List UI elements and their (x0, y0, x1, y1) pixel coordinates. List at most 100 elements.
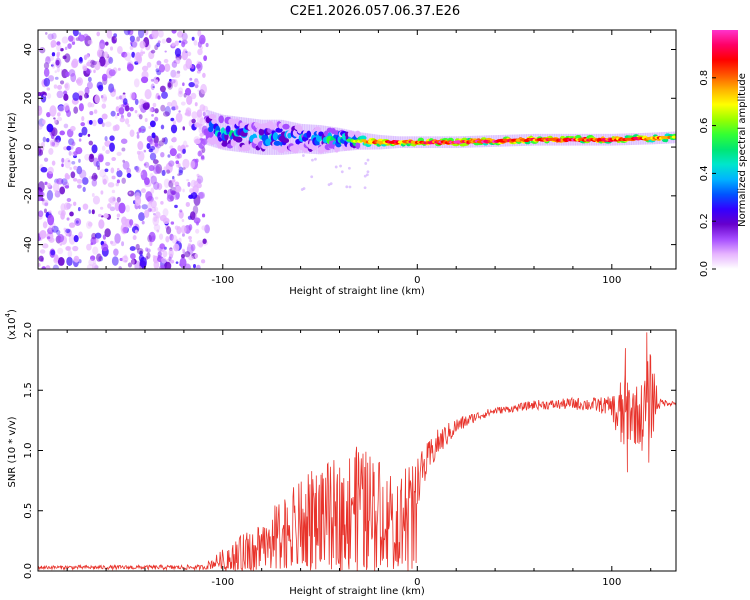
noise-cell (79, 169, 87, 179)
noise-cell (92, 195, 101, 205)
noise-cell (141, 65, 149, 72)
noise-cell (51, 225, 59, 233)
spectrogram-y-tick-label: 0 (23, 144, 34, 150)
noise-cell (196, 175, 204, 184)
noise-cell (202, 238, 207, 245)
noise-cell (88, 258, 95, 267)
noise-cell (71, 41, 76, 45)
noise-cell (156, 42, 161, 48)
noise-cell (123, 98, 128, 105)
noise-cell (160, 151, 165, 158)
noise-cell (118, 107, 125, 115)
noise-cell (148, 125, 152, 129)
noise-cell (150, 200, 157, 209)
noise-cell (96, 31, 101, 37)
noise-cell (109, 142, 115, 152)
noise-cell (138, 127, 142, 133)
noise-cell (38, 106, 43, 116)
noise-cell (170, 124, 178, 134)
noise-cell (167, 82, 172, 88)
noise-cell (170, 69, 177, 78)
noise-cell (132, 235, 137, 241)
noise-cell (65, 246, 71, 251)
noise-cell (115, 106, 120, 113)
snr-y-tick-label: 1.5 (23, 382, 34, 398)
noise-cell (45, 56, 50, 62)
snr-panel: -100 0 100 0.0 0.5 1.0 1.5 2.0 Height of strai… (4, 309, 677, 597)
noise-cell (110, 167, 115, 174)
ridge-scatter (301, 154, 305, 157)
noise-cell (188, 224, 193, 231)
noise-cell (48, 147, 54, 155)
noise-cell (43, 157, 49, 162)
noise-cell (133, 52, 141, 64)
noise-cell (167, 154, 171, 158)
noise-cell (169, 148, 177, 157)
noise-cell (175, 105, 179, 110)
noise-cell (104, 168, 109, 173)
noise-cell (42, 243, 49, 249)
noise-cell (136, 36, 140, 42)
frequency-ridge (203, 109, 676, 191)
noise-cell (166, 37, 172, 44)
noise-cell (109, 46, 114, 51)
noise-cell (101, 103, 107, 109)
spectrogram-y-axis: -40 -20 0 20 40 (23, 43, 676, 253)
noise-cell (88, 209, 92, 214)
noise-cell (50, 64, 54, 67)
noise-cell (131, 92, 137, 101)
noise-cell (78, 138, 82, 142)
noise-cell (172, 136, 177, 143)
noise-cell (69, 145, 74, 150)
noise-cell (199, 125, 202, 130)
noise-cell (74, 217, 82, 226)
noise-cell (57, 233, 65, 243)
noise-cell (43, 67, 50, 77)
noise-cell (66, 145, 72, 151)
noise-cell (64, 174, 71, 180)
noise-cell (56, 178, 64, 185)
ridge-cell (282, 123, 290, 130)
noise-cell (139, 250, 143, 256)
noise-cell (86, 243, 92, 251)
noise-cell (178, 110, 181, 113)
snr-xlabel: Height of straight line (km) (289, 586, 425, 597)
noise-cell (61, 157, 65, 163)
noise-cell (38, 124, 43, 130)
noise-cell (154, 142, 159, 147)
ridge-cell (207, 131, 214, 138)
noise-cell (195, 158, 199, 163)
noise-cell (117, 45, 123, 55)
noise-cell (173, 72, 181, 79)
noise-cell (131, 258, 135, 266)
noise-cell (192, 205, 199, 215)
noise-cell (72, 92, 80, 101)
noise-cell (153, 206, 159, 212)
noise-cell (127, 262, 133, 268)
noise-cell (143, 177, 150, 186)
noise-cell (166, 188, 174, 200)
noise-cell (78, 95, 83, 101)
noise-cell (187, 181, 191, 187)
noise-cell (114, 233, 121, 244)
noise-cell (175, 112, 183, 123)
noise-cell (182, 248, 185, 252)
noise-cell (64, 53, 71, 63)
noise-cell (62, 103, 70, 111)
noise-cell (56, 229, 61, 235)
noise-cell (194, 102, 198, 107)
noise-cell (136, 56, 142, 62)
noise-cell (98, 154, 104, 163)
noise-cell (108, 69, 116, 77)
noise-cell (65, 233, 69, 237)
noise-cell (149, 152, 157, 161)
noise-cell (116, 196, 121, 203)
noise-cell (170, 79, 176, 84)
noise-cell (152, 254, 156, 259)
noise-cell (67, 159, 71, 163)
noise-cell (197, 48, 203, 56)
noise-cell (68, 150, 72, 156)
noise-cell (68, 35, 74, 42)
noise-cell (69, 211, 74, 217)
noise-cell (181, 254, 185, 259)
